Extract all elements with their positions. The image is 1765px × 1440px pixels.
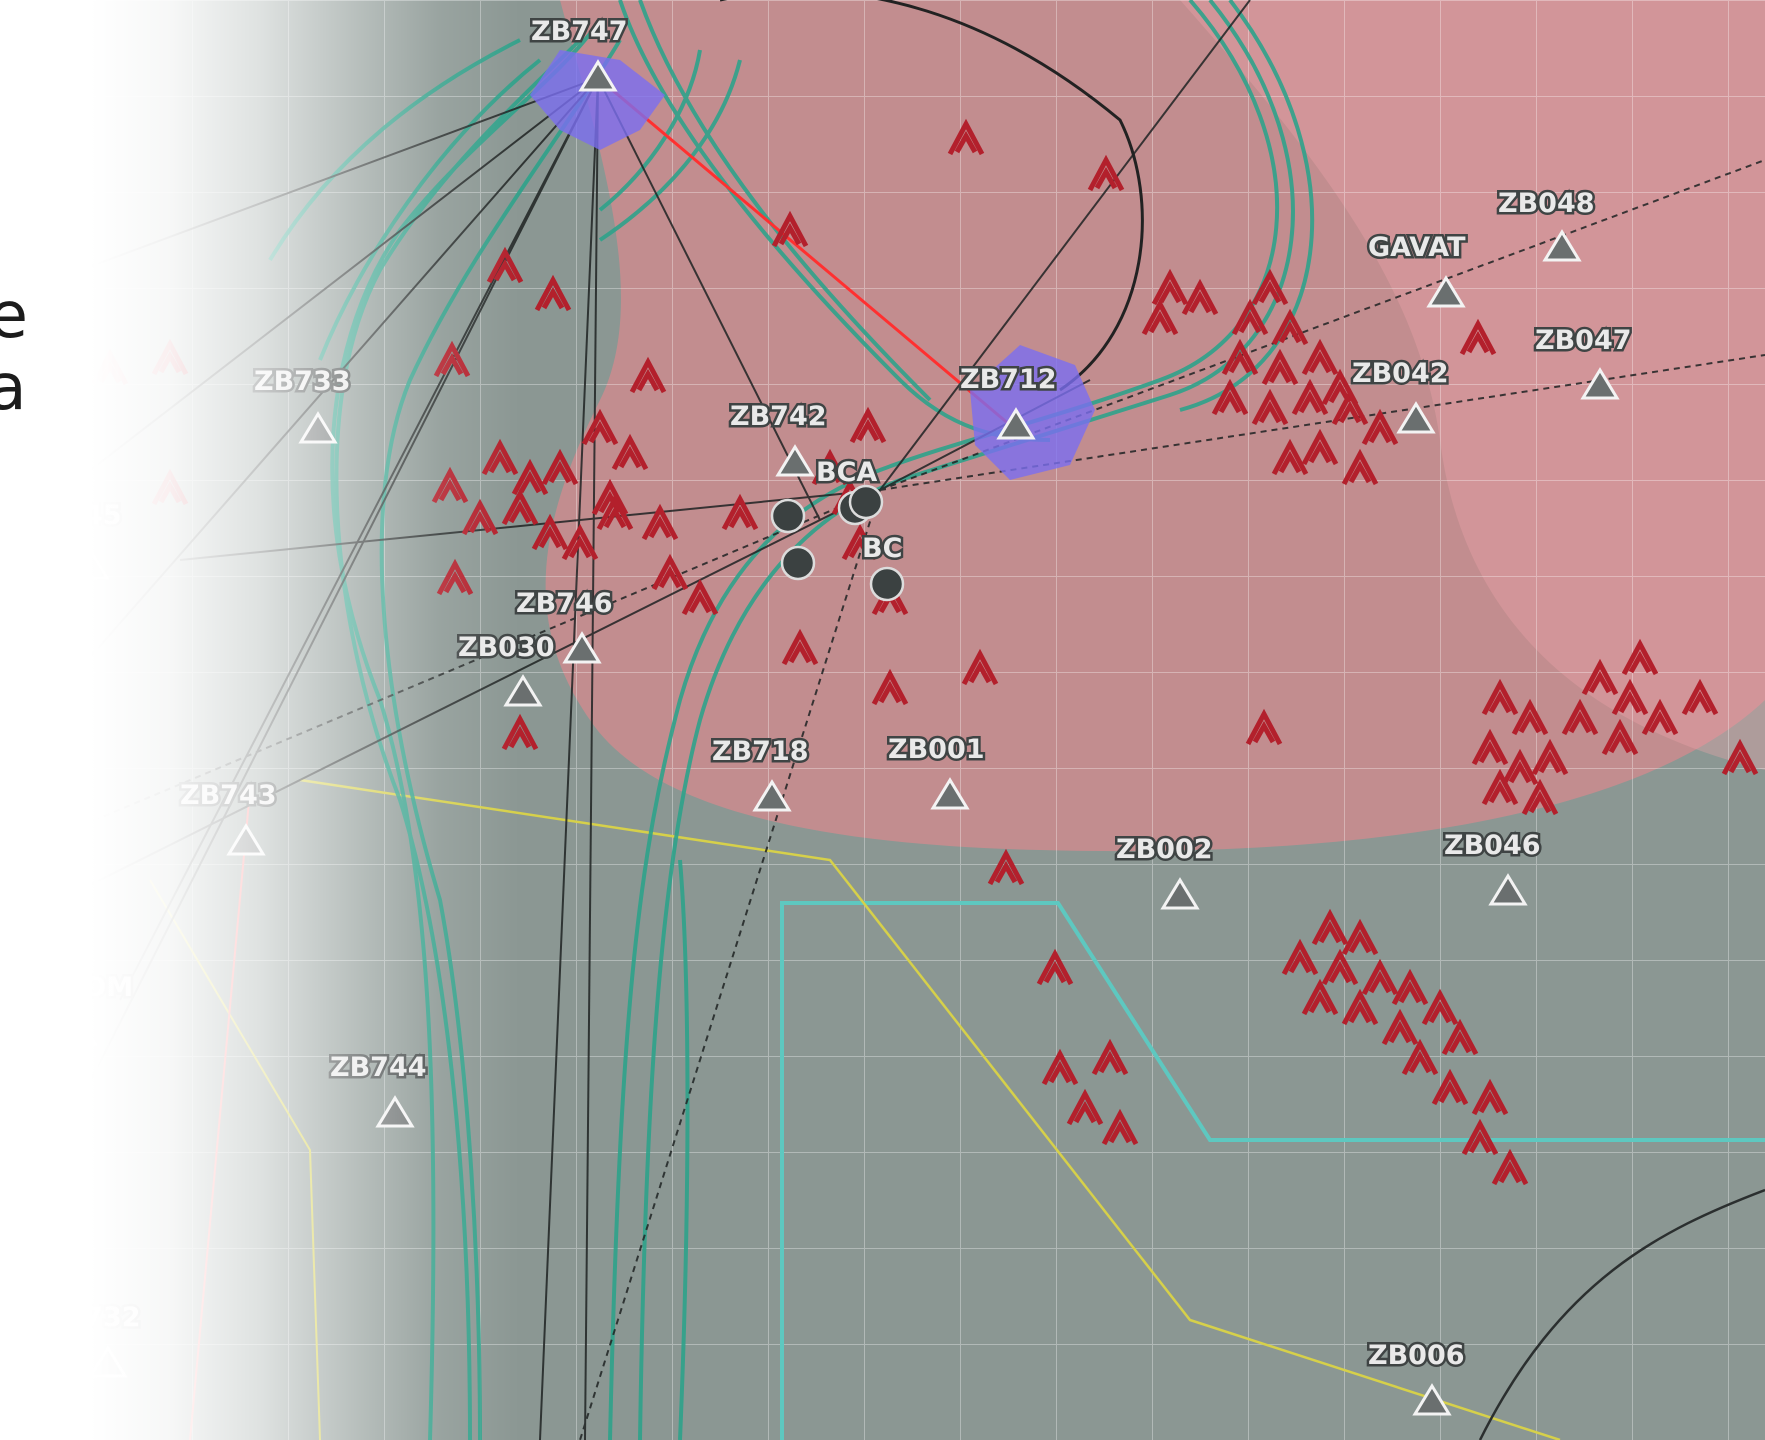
waypoint-label: ZB732 bbox=[44, 1302, 141, 1333]
waypoint-label: ZB030 bbox=[458, 632, 555, 663]
waypoint-label: ZB712 bbox=[960, 364, 1057, 395]
waypoint-label: GAVAT bbox=[1368, 232, 1466, 263]
waypoint-label: ZB006 bbox=[1368, 1340, 1465, 1371]
waypoint-label: ZB733 bbox=[254, 366, 351, 397]
waypoint-label: ZB001 bbox=[888, 734, 985, 765]
waypoint-label: ZB747 bbox=[531, 16, 628, 47]
waypoint-label: ZB046 bbox=[1444, 830, 1541, 861]
waypoint-label: ZB744 bbox=[330, 1052, 427, 1083]
waypoint-label: ZB002 bbox=[1116, 834, 1213, 865]
airport-label: BCA bbox=[816, 457, 877, 488]
waypoint-label: ZB742 bbox=[730, 401, 827, 432]
airport-label: BC bbox=[862, 533, 902, 564]
waypoint-label: ADOM bbox=[40, 972, 133, 1003]
waypoint-label: ZB042 bbox=[1352, 358, 1449, 389]
waypoint-label: ZB048 bbox=[1498, 188, 1595, 219]
waypoint-label: ZB743 bbox=[180, 780, 277, 811]
waypoint-label: ZB718 bbox=[712, 736, 809, 767]
waypoint-label: ZB047 bbox=[1535, 325, 1632, 356]
waypoint-label: ZB745 bbox=[25, 500, 122, 531]
waypoint-label: ZB746 bbox=[516, 588, 613, 619]
